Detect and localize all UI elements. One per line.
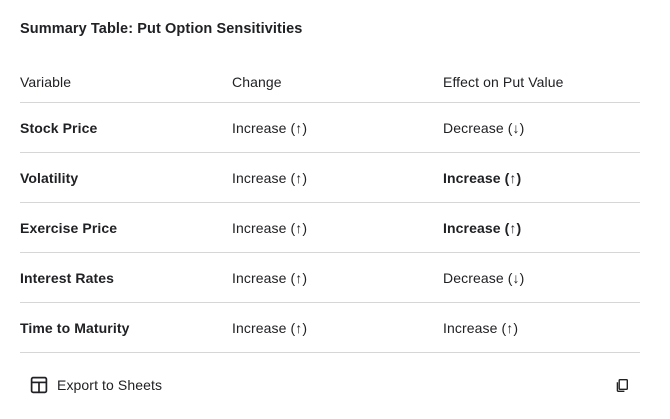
cell-variable: Interest Rates	[20, 269, 114, 286]
column-header-variable: Variable	[20, 73, 72, 90]
table-row: Interest Rates Increase (↑) Decrease (↓)	[20, 253, 640, 303]
table-header-row: Variable Change Effect on Put Value	[20, 61, 640, 103]
column-header-effect: Effect on Put Value	[443, 73, 564, 90]
cell-effect: Decrease (↓)	[443, 269, 525, 286]
table-grid-icon	[30, 376, 48, 394]
cell-effect: Increase (↑)	[443, 319, 519, 336]
sensitivities-table: Variable Change Effect on Put Value Stoc…	[20, 61, 640, 353]
copy-icon	[614, 377, 630, 393]
cell-change: Increase (↑)	[232, 169, 308, 186]
cell-variable: Time to Maturity	[20, 319, 130, 336]
table-row: Exercise Price Increase (↑) Increase (↑)	[20, 203, 640, 253]
copy-button[interactable]	[614, 377, 630, 393]
cell-effect: Increase (↑)	[443, 219, 522, 236]
export-to-sheets-button[interactable]: Export to Sheets	[30, 376, 162, 394]
table-title: Summary Table: Put Option Sensitivities	[20, 21, 303, 37]
cell-change: Increase (↑)	[232, 119, 308, 136]
table-footer: Export to Sheets	[20, 353, 640, 416]
column-header-change: Change	[232, 73, 282, 90]
cell-change: Increase (↑)	[232, 269, 308, 286]
cell-change: Increase (↑)	[232, 319, 308, 336]
table-row: Stock Price Increase (↑) Decrease (↓)	[20, 103, 640, 153]
cell-effect: Increase (↑)	[443, 169, 522, 186]
cell-variable: Volatility	[20, 169, 79, 186]
table-row: Volatility Increase (↑) Increase (↑)	[20, 153, 640, 203]
cell-variable: Stock Price	[20, 119, 98, 136]
cell-change: Increase (↑)	[232, 219, 308, 236]
export-to-sheets-label: Export to Sheets	[57, 376, 163, 393]
cell-effect: Decrease (↓)	[443, 119, 525, 136]
table-row: Time to Maturity Increase (↑) Increase (…	[20, 303, 640, 353]
cell-variable: Exercise Price	[20, 219, 118, 236]
